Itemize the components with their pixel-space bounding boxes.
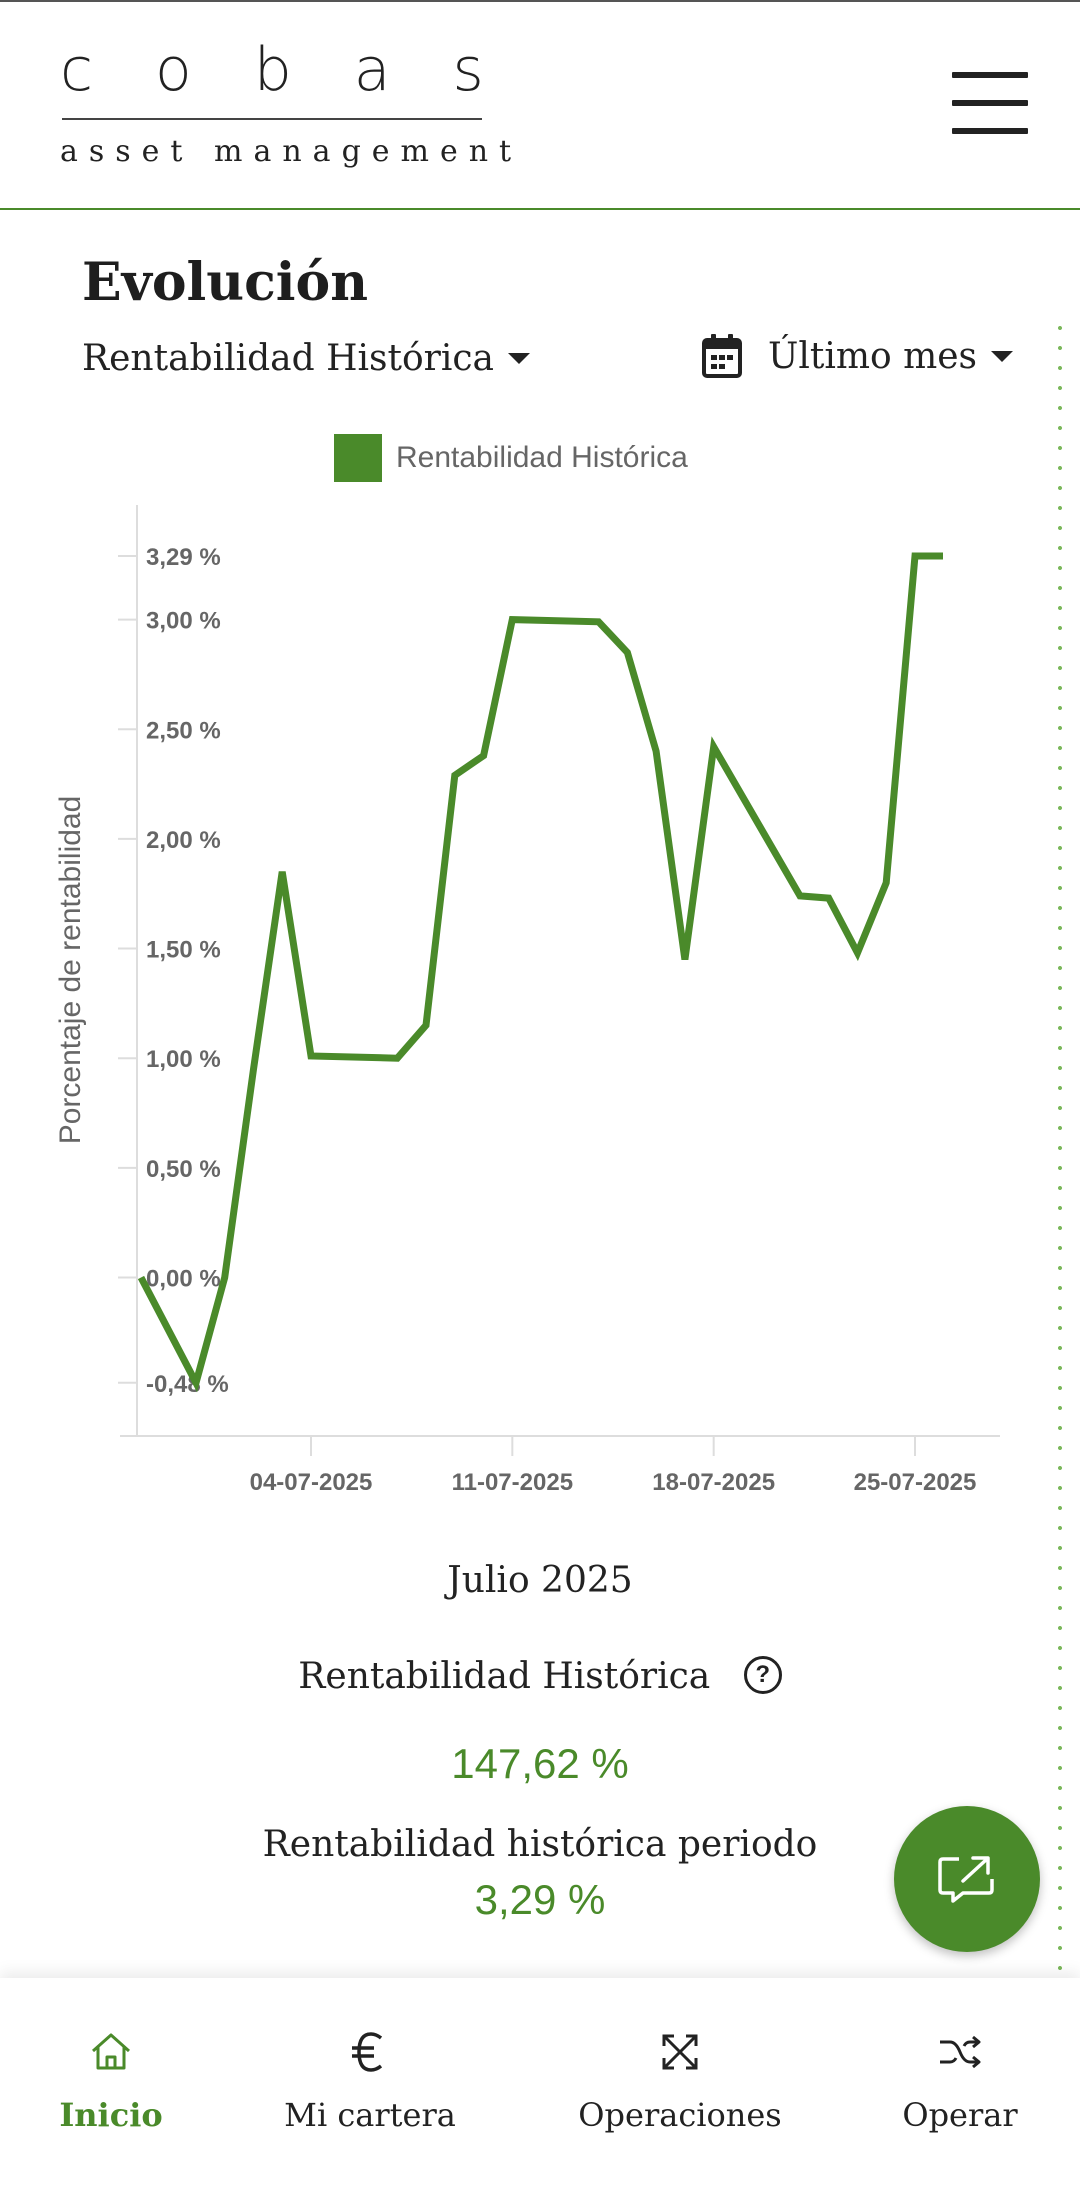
period-dropdown[interactable]: Último mes [702, 334, 1014, 378]
period-dropdown-label: Último mes [768, 335, 978, 377]
chart-legend[interactable]: Rentabilidad Histórica [334, 434, 688, 482]
nav-label: Operaciones [578, 2096, 782, 2134]
y-tick-label: 3,29 % [146, 544, 221, 571]
x-tick-label: 25-07-2025 [854, 1469, 977, 1496]
hamburger-menu-icon[interactable] [952, 72, 1028, 134]
historic-return-label-text: Rentabilidad Histórica [298, 1656, 711, 1697]
decorative-dotted-border [1050, 318, 1074, 1978]
y-tick-label: 2,50 % [146, 717, 221, 744]
nav-item-operar[interactable]: Operar [880, 1978, 1040, 2187]
metric-dropdown-label: Rentabilidad Histórica [82, 338, 494, 379]
month-label: Julio 2025 [447, 1560, 633, 1601]
y-tick-label: 1,50 % [146, 937, 221, 964]
x-tick-label: 18-07-2025 [652, 1469, 775, 1496]
period-return-label: Rentabilidad histórica periodo [262, 1824, 818, 1865]
y-tick-label: 2,00 % [146, 827, 221, 854]
series-line-rentabilidad [137, 552, 943, 1393]
nav-label: Inicio [59, 2096, 163, 2134]
y-axis-label: Porcentaje de rentabilidad [54, 796, 87, 1145]
legend-swatch [334, 434, 382, 482]
shuffle-icon [940, 2035, 981, 2069]
arrows-cross-icon [662, 2034, 698, 2070]
nav-item-inicio[interactable]: Inicio [30, 1978, 192, 2187]
period-return-value: 3,29 % [474, 1876, 606, 1923]
y-tick-label: 3,00 % [146, 608, 221, 635]
line-chart: Porcentaje de rentabilidad 3,29 % 3,00 % 2… [54, 505, 1000, 1496]
caret-down-icon [507, 353, 530, 364]
external-share-icon [938, 1856, 994, 1903]
share-fab-button[interactable] [894, 1806, 1040, 1952]
nav-item-mi-cartera[interactable]: Mi cartera [270, 1978, 470, 2187]
header-divider [0, 208, 1080, 210]
top-border [0, 0, 1080, 2]
x-tick-label: 11-07-2025 [452, 1469, 573, 1496]
cobas-logo[interactable]: cobas asset management [60, 30, 546, 180]
x-tick-label: 04-07-2025 [250, 1469, 373, 1496]
bottom-nav: Inicio Mi cartera Operaciones Operar [0, 1978, 1080, 2187]
historic-return-value: 147,62 % [451, 1740, 629, 1787]
logo-subtitle: asset management [60, 134, 523, 169]
logo-divider [62, 118, 482, 120]
logo-wordmark: cobas [60, 35, 546, 105]
y-tick-label: 0,50 % [146, 1156, 221, 1183]
y-tick-label: 1,00 % [146, 1046, 221, 1073]
legend-label: Rentabilidad Histórica [396, 441, 688, 474]
metric-dropdown[interactable]: Rentabilidad Histórica [82, 338, 530, 379]
help-circle-icon[interactable]: ? [743, 1656, 782, 1694]
page-title: Evolución [82, 252, 368, 313]
historic-return-label: Rentabilidad Histórica ? [0, 1656, 1080, 1698]
caret-down-icon [991, 350, 1014, 362]
calendar-icon [702, 334, 742, 378]
euro-icon [352, 2032, 383, 2072]
y-tick-label: -0,48 % [146, 1371, 229, 1398]
app-header: cobas asset management [0, 2, 1080, 209]
y-tick-label: 0,00 % [146, 1266, 221, 1293]
nav-item-operaciones[interactable]: Operaciones [570, 1978, 790, 2187]
home-icon [92, 2033, 130, 2070]
nav-label: Operar [902, 2096, 1018, 2134]
nav-label: Mi cartera [284, 2096, 456, 2134]
